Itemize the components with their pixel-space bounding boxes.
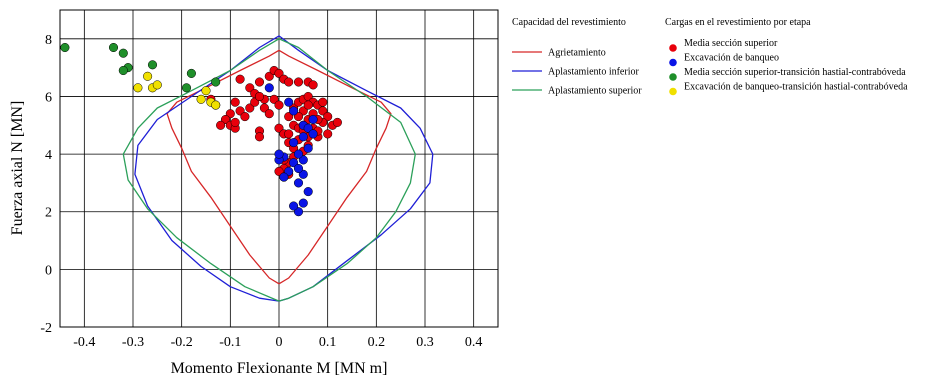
load-point-series-1 bbox=[332, 117, 342, 127]
y-tick-label: 2 bbox=[45, 206, 52, 221]
load-point-series-3 bbox=[186, 68, 196, 78]
y-tick-label: -2 bbox=[40, 321, 52, 336]
load-point-series-2 bbox=[289, 106, 299, 116]
load-point-series-3 bbox=[60, 42, 70, 53]
y-tick-labels: -2 0 2 4 6 8 bbox=[40, 33, 52, 336]
x-tick-label: 0.4 bbox=[465, 335, 483, 350]
load-point-series-2 bbox=[279, 172, 289, 182]
x-tick-label: -0.1 bbox=[219, 335, 241, 350]
y-tick-label: 4 bbox=[45, 148, 52, 163]
load-point-series-2 bbox=[274, 149, 284, 159]
load-point-series-1 bbox=[303, 100, 313, 110]
load-point-series-1 bbox=[274, 100, 284, 110]
load-point-series-1 bbox=[308, 80, 318, 90]
load-point-series-4 bbox=[143, 71, 153, 81]
load-point-series-1 bbox=[245, 83, 255, 93]
capacity-legend-title: Capacidad del revestimiento bbox=[512, 17, 626, 28]
load-point-series-1 bbox=[254, 77, 265, 87]
load-point-series-1 bbox=[230, 117, 240, 127]
load-point-series-4 bbox=[133, 83, 143, 93]
load-point-series-2 bbox=[298, 198, 308, 208]
x-tick-label: 0.1 bbox=[319, 335, 337, 350]
load-point-series-1 bbox=[284, 77, 294, 87]
capacity-legend-label: Aplastamiento superior bbox=[548, 86, 642, 97]
load-point-series-4 bbox=[152, 80, 162, 90]
load-point-series-3 bbox=[147, 60, 158, 70]
loads-legend-marker bbox=[669, 87, 677, 96]
load-point-series-1 bbox=[235, 74, 245, 84]
load-point-series-3 bbox=[181, 83, 192, 93]
capacity-curves bbox=[122, 35, 434, 302]
capacity-legend: Capacidad del revestimiento Agrietamient… bbox=[512, 17, 642, 97]
load-point-series-1 bbox=[318, 97, 328, 107]
x-tick-label: 0.3 bbox=[416, 335, 434, 350]
x-tick-labels: -0.4 -0.3 -0.2 -0.1 0 0.1 0.2 0.3 0.4 bbox=[73, 335, 482, 350]
y-tick-label: 8 bbox=[45, 33, 52, 48]
load-point-series-2 bbox=[293, 149, 304, 159]
x-axis-title: Momento Flexionante M [MN m] bbox=[171, 360, 388, 377]
load-point-series-2 bbox=[264, 83, 274, 93]
capacity-curve-3 bbox=[122, 38, 416, 302]
load-point-series-1 bbox=[264, 109, 274, 119]
x-tick-label: -0.2 bbox=[171, 335, 193, 350]
load-point-series-1 bbox=[216, 120, 226, 130]
load-point-series-3 bbox=[211, 77, 221, 87]
plot-frame bbox=[59, 9, 499, 328]
load-point-series-2 bbox=[289, 138, 299, 148]
loads-legend: Cargas en el revestimiento por etapa Med… bbox=[665, 17, 908, 96]
capacity-legend-label: Aplastamiento inferior bbox=[548, 67, 639, 78]
loads-legend-label: Excavación de banqueo-transición hastial… bbox=[684, 82, 908, 93]
load-point-series-4 bbox=[211, 100, 221, 110]
load-point-series-1 bbox=[293, 77, 304, 87]
load-point-series-2 bbox=[293, 178, 304, 188]
load-point-series-2 bbox=[308, 129, 318, 139]
load-point-series-3 bbox=[118, 48, 128, 58]
load-point-series-1 bbox=[240, 112, 250, 122]
loads-legend-marker bbox=[669, 58, 677, 67]
load-point-series-1 bbox=[269, 94, 279, 104]
load-point-series-1 bbox=[254, 91, 265, 102]
loads-legend-title: Cargas en el revestimiento por etapa bbox=[665, 17, 811, 28]
load-point-series-2 bbox=[303, 187, 313, 197]
load-point-series-4 bbox=[201, 86, 211, 96]
load-point-series-1 bbox=[254, 132, 265, 142]
x-tick-label: -0.4 bbox=[73, 335, 95, 350]
loads-legend-marker bbox=[669, 44, 677, 52]
load-point-series-1 bbox=[245, 103, 255, 113]
load-point-series-2 bbox=[284, 97, 294, 107]
x-tick-label: -0.3 bbox=[122, 335, 144, 350]
capacity-curve-1 bbox=[166, 49, 392, 285]
x-tick-label: 0 bbox=[276, 335, 283, 350]
load-point-series-2 bbox=[293, 163, 304, 174]
load-points bbox=[60, 42, 342, 217]
load-point-series-1 bbox=[274, 68, 284, 78]
load-point-series-1 bbox=[323, 129, 333, 139]
loads-legend-marker bbox=[669, 73, 677, 81]
load-point-series-2 bbox=[298, 132, 308, 142]
load-point-series-1 bbox=[230, 97, 240, 107]
loads-legend-label: Excavación de banqueo bbox=[684, 53, 779, 64]
x-tick-label: 0.2 bbox=[368, 335, 386, 350]
load-point-series-1 bbox=[284, 129, 294, 139]
load-point-series-3 bbox=[108, 42, 119, 53]
load-point-series-2 bbox=[303, 143, 313, 153]
loads-legend-label: Media sección superior-transición hastia… bbox=[684, 67, 906, 78]
y-axis-title: Fuerza axial N [MN] bbox=[9, 101, 26, 236]
load-point-series-2 bbox=[308, 114, 318, 125]
load-point-series-3 bbox=[118, 65, 128, 76]
capacity-legend-label: Agrietamiento bbox=[548, 48, 606, 59]
load-point-series-4 bbox=[196, 94, 206, 104]
loads-legend-label: Media sección superior bbox=[684, 38, 778, 49]
y-tick-label: 6 bbox=[45, 90, 52, 105]
load-point-series-2 bbox=[289, 158, 299, 168]
load-point-series-1 bbox=[323, 112, 333, 122]
y-tick-label: 0 bbox=[45, 263, 52, 278]
load-point-series-2 bbox=[289, 201, 299, 211]
